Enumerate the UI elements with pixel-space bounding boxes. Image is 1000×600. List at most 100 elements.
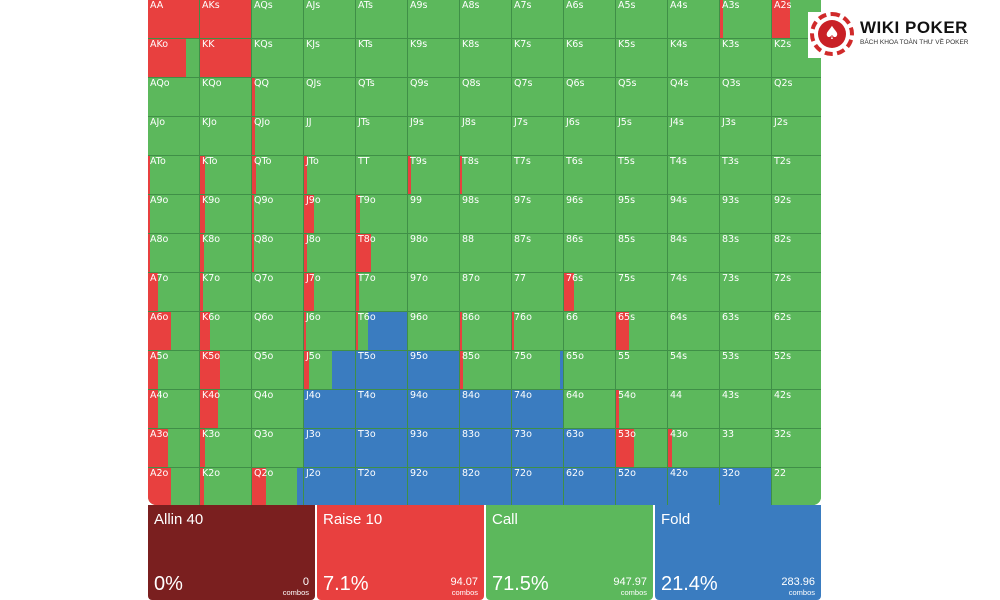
hand-cell[interactable]: 96o bbox=[408, 312, 460, 351]
hand-cell[interactable]: KJs bbox=[304, 39, 356, 78]
hand-cell[interactable]: A6s bbox=[564, 0, 616, 39]
hand-cell[interactable]: AKo bbox=[148, 39, 200, 78]
hand-cell[interactable]: 66 bbox=[564, 312, 616, 351]
hand-cell[interactable]: KQs bbox=[252, 39, 304, 78]
hand-cell[interactable]: 53o bbox=[616, 429, 668, 468]
hand-cell[interactable]: T3o bbox=[356, 429, 408, 468]
hand-cell[interactable]: Q5o bbox=[252, 351, 304, 390]
hand-cell[interactable]: 93o bbox=[408, 429, 460, 468]
hand-cell[interactable]: Q2s bbox=[772, 78, 821, 117]
hand-cell[interactable]: K5s bbox=[616, 39, 668, 78]
hand-cell[interactable]: K4o bbox=[200, 390, 252, 429]
hand-cell[interactable]: 83o bbox=[460, 429, 512, 468]
hand-cell[interactable]: QJo bbox=[252, 117, 304, 156]
hand-cell[interactable]: 64o bbox=[564, 390, 616, 429]
hand-cell[interactable]: 85o bbox=[460, 351, 512, 390]
hand-cell[interactable]: A8s bbox=[460, 0, 512, 39]
hand-cell[interactable]: 62s bbox=[772, 312, 821, 351]
hand-cell[interactable]: 95s bbox=[616, 195, 668, 234]
hand-cell[interactable]: A8o bbox=[148, 234, 200, 273]
hand-cell[interactable]: A3o bbox=[148, 429, 200, 468]
hand-cell[interactable]: A2o bbox=[148, 468, 200, 505]
hand-cell[interactable]: 87o bbox=[460, 273, 512, 312]
hand-cell[interactable]: K2o bbox=[200, 468, 252, 505]
hand-cell[interactable]: Q2o bbox=[252, 468, 304, 505]
hand-cell[interactable]: 82o bbox=[460, 468, 512, 505]
hand-cell[interactable]: 87s bbox=[512, 234, 564, 273]
hand-cell[interactable]: QQ bbox=[252, 78, 304, 117]
hand-cell[interactable]: 33 bbox=[720, 429, 772, 468]
hand-cell[interactable]: T9o bbox=[356, 195, 408, 234]
hand-cell[interactable]: 85s bbox=[616, 234, 668, 273]
hand-cell[interactable]: T8o bbox=[356, 234, 408, 273]
hand-cell[interactable]: K7s bbox=[512, 39, 564, 78]
hand-cell[interactable]: T3s bbox=[720, 156, 772, 195]
hand-cell[interactable]: J5s bbox=[616, 117, 668, 156]
hand-cell[interactable]: 93s bbox=[720, 195, 772, 234]
hand-cell[interactable]: J8o bbox=[304, 234, 356, 273]
hand-cell[interactable]: 75s bbox=[616, 273, 668, 312]
hand-cell[interactable]: A4o bbox=[148, 390, 200, 429]
hand-cell[interactable]: 54s bbox=[668, 351, 720, 390]
hand-cell[interactable]: K4s bbox=[668, 39, 720, 78]
hand-cell[interactable]: 86s bbox=[564, 234, 616, 273]
hand-cell[interactable]: T5o bbox=[356, 351, 408, 390]
hand-cell[interactable]: 88 bbox=[460, 234, 512, 273]
hand-cell[interactable]: T5s bbox=[616, 156, 668, 195]
hand-cell[interactable]: J9o bbox=[304, 195, 356, 234]
hand-cell[interactable]: Q7o bbox=[252, 273, 304, 312]
hand-cell[interactable]: 73s bbox=[720, 273, 772, 312]
hand-cell[interactable]: JJ bbox=[304, 117, 356, 156]
hand-cell[interactable]: A7s bbox=[512, 0, 564, 39]
hand-cell[interactable]: 75o bbox=[512, 351, 564, 390]
hand-cell[interactable]: A5o bbox=[148, 351, 200, 390]
hand-cell[interactable]: Q6s bbox=[564, 78, 616, 117]
hand-cell[interactable]: T6s bbox=[564, 156, 616, 195]
hand-cell[interactable]: KQo bbox=[200, 78, 252, 117]
hand-cell[interactable]: 52o bbox=[616, 468, 668, 505]
hand-cell[interactable]: 96s bbox=[564, 195, 616, 234]
hand-cell[interactable]: Q9s bbox=[408, 78, 460, 117]
hand-cell[interactable]: 54o bbox=[616, 390, 668, 429]
hand-cell[interactable]: 84o bbox=[460, 390, 512, 429]
hand-cell[interactable]: 53s bbox=[720, 351, 772, 390]
hand-cell[interactable]: 84s bbox=[668, 234, 720, 273]
hand-cell[interactable]: 42s bbox=[772, 390, 821, 429]
hand-cell[interactable]: Q4o bbox=[252, 390, 304, 429]
hand-cell[interactable]: AJs bbox=[304, 0, 356, 39]
action-call-card[interactable]: Call 71.5% 947.97 combos bbox=[486, 505, 653, 600]
hand-cell[interactable]: J5o bbox=[304, 351, 356, 390]
hand-cell[interactable]: 43o bbox=[668, 429, 720, 468]
hand-cell[interactable]: 94o bbox=[408, 390, 460, 429]
hand-cell[interactable]: A3s bbox=[720, 0, 772, 39]
hand-cell[interactable]: 97o bbox=[408, 273, 460, 312]
hand-cell[interactable]: J7o bbox=[304, 273, 356, 312]
hand-cell[interactable]: T4s bbox=[668, 156, 720, 195]
hand-cell[interactable]: A4s bbox=[668, 0, 720, 39]
hand-cell[interactable]: K9o bbox=[200, 195, 252, 234]
hand-cell[interactable]: AQo bbox=[148, 78, 200, 117]
hand-cell[interactable]: T6o bbox=[356, 312, 408, 351]
hand-cell[interactable]: J6o bbox=[304, 312, 356, 351]
hand-cell[interactable]: 92s bbox=[772, 195, 821, 234]
hand-cell[interactable]: 98o bbox=[408, 234, 460, 273]
hand-cell[interactable]: 94s bbox=[668, 195, 720, 234]
hand-cell[interactable]: AKs bbox=[200, 0, 252, 39]
hand-cell[interactable]: J4s bbox=[668, 117, 720, 156]
hand-cell[interactable]: 32s bbox=[772, 429, 821, 468]
hand-cell[interactable]: AJo bbox=[148, 117, 200, 156]
hand-cell[interactable]: 55 bbox=[616, 351, 668, 390]
hand-cell[interactable]: Q6o bbox=[252, 312, 304, 351]
hand-cell[interactable]: JTo bbox=[304, 156, 356, 195]
hand-cell[interactable]: 65o bbox=[564, 351, 616, 390]
hand-cell[interactable]: 22 bbox=[772, 468, 821, 505]
hand-cell[interactable]: 73o bbox=[512, 429, 564, 468]
hand-cell[interactable]: J3o bbox=[304, 429, 356, 468]
hand-cell[interactable]: 92o bbox=[408, 468, 460, 505]
hand-cell[interactable]: Q8s bbox=[460, 78, 512, 117]
hand-cell[interactable]: K9s bbox=[408, 39, 460, 78]
hand-cell[interactable]: Q3s bbox=[720, 78, 772, 117]
hand-cell[interactable]: AA bbox=[148, 0, 200, 39]
hand-cell[interactable]: J2o bbox=[304, 468, 356, 505]
hand-cell[interactable]: TT bbox=[356, 156, 408, 195]
